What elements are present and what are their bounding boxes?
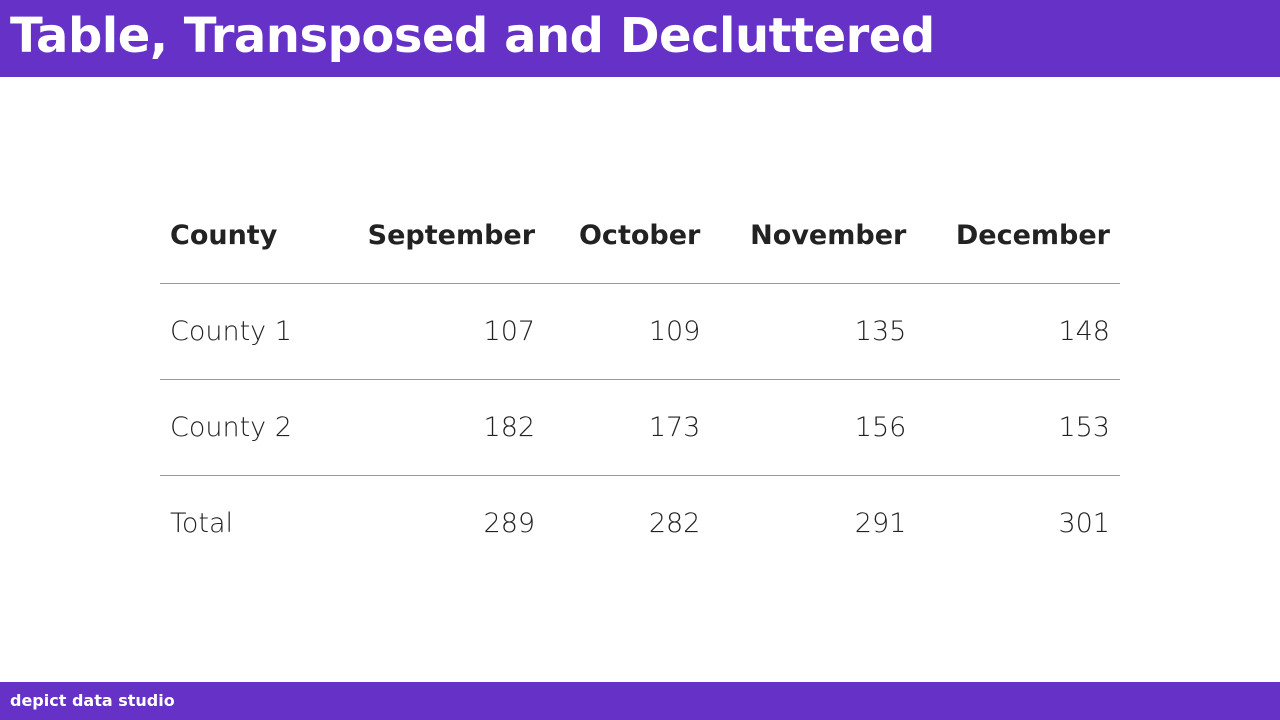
data-table: County September October November December C…: [160, 188, 1120, 571]
cell: 153: [916, 379, 1120, 476]
table-body: County 1 107 109 135 148 County 2 182 173 156 153…: [160, 283, 1120, 571]
cell: 148: [916, 283, 1120, 380]
brand: depict data studio: [10, 691, 175, 710]
table-row: County 2 182 173 156 153: [160, 379, 1120, 476]
cell: 291: [710, 475, 917, 571]
row-label: County 1: [160, 283, 326, 380]
column-header: December: [955, 220, 1110, 251]
cell: 135: [710, 283, 917, 380]
column-header: County: [170, 220, 278, 251]
column-header: October: [578, 220, 701, 251]
cell: 301: [916, 475, 1120, 571]
cell: 107: [325, 283, 546, 380]
footer-bar: depict data studio: [0, 682, 1280, 720]
header-row: County September October November December: [160, 188, 1120, 284]
row-label: County 2: [160, 379, 326, 476]
column-header: November: [750, 220, 907, 251]
header-bar: Table, Transposed and Decluttered: [0, 0, 1280, 77]
cell: 156: [710, 379, 917, 476]
cell: 173: [545, 379, 711, 476]
cell: 182: [325, 379, 546, 476]
row-label: Total: [160, 475, 326, 571]
table-row: County 1 107 109 135 148: [160, 283, 1120, 380]
table-row: Total 289 282 291 301: [160, 475, 1120, 571]
title: Table, Transposed and Decluttered: [10, 8, 935, 64]
cell: 289: [325, 475, 546, 571]
cell: 282: [545, 475, 711, 571]
column-header: September: [367, 220, 536, 251]
cell: 109: [545, 283, 711, 380]
